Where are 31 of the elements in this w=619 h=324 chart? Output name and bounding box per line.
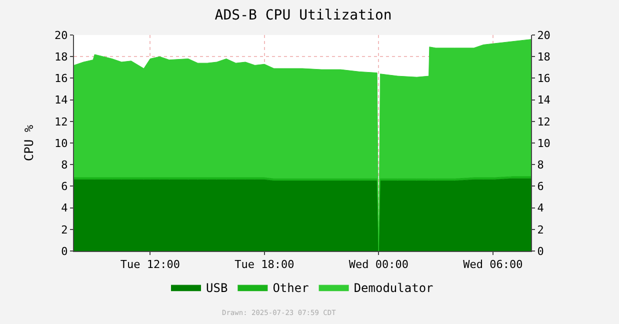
y2-tick-label: 20 bbox=[537, 28, 550, 42]
y-tick-label: 4 bbox=[61, 202, 68, 215]
legend-label: Demodulator bbox=[354, 280, 434, 295]
y-tick-label: 0 bbox=[61, 244, 68, 258]
y2-tick-label: 18 bbox=[537, 50, 550, 64]
y-tick-label: 16 bbox=[54, 72, 68, 86]
y2-tick-label: 2 bbox=[537, 223, 544, 236]
y-tick-label: 2 bbox=[61, 223, 68, 236]
x-tick-label: Wed 06:00 bbox=[463, 258, 523, 272]
y2-tick-label: 8 bbox=[537, 158, 544, 172]
y2-tick-label: 12 bbox=[537, 115, 550, 128]
y-tick-label: 8 bbox=[61, 158, 68, 172]
y2-tick-label: 6 bbox=[537, 180, 544, 194]
y2-tick-label: 0 bbox=[537, 244, 544, 258]
y-axis-title: CPU % bbox=[22, 124, 36, 162]
y-tick-label: 18 bbox=[54, 50, 68, 64]
y-tick-label: 20 bbox=[54, 28, 68, 42]
y2-tick-label: 10 bbox=[537, 136, 550, 150]
legend-label: USB bbox=[206, 280, 228, 295]
y2-tick-label: 16 bbox=[537, 72, 550, 86]
x-tick-label: Tue 18:00 bbox=[234, 258, 294, 272]
y2-tick-label: 14 bbox=[537, 94, 551, 107]
y-tick-label: 14 bbox=[54, 94, 68, 107]
y-tick-label: 12 bbox=[54, 115, 68, 128]
chart-title: ADS-B CPU Utilization bbox=[214, 8, 392, 24]
y-tick-label: 10 bbox=[54, 136, 68, 150]
y2-tick-label: 4 bbox=[537, 202, 544, 215]
x-tick-label: Tue 12:00 bbox=[120, 258, 180, 272]
y-tick-label: 6 bbox=[61, 180, 68, 194]
legend-label: Other bbox=[272, 280, 309, 295]
x-tick-label: Wed 00:00 bbox=[348, 258, 408, 272]
